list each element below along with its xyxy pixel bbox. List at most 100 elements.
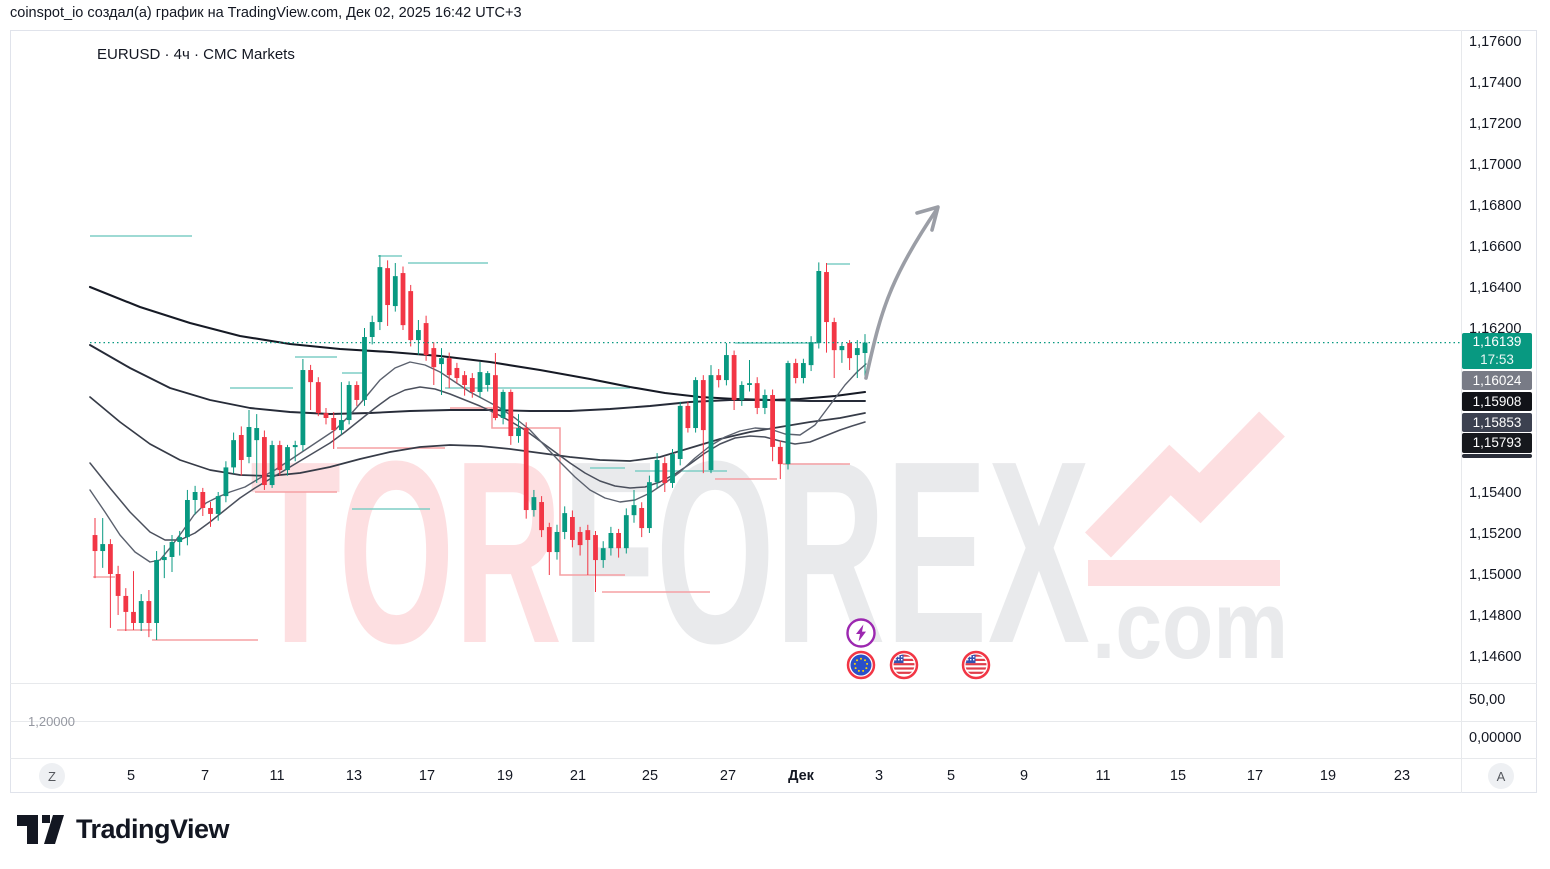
candle-body (739, 384, 745, 400)
candle-body (331, 417, 337, 431)
candle-body (623, 515, 629, 549)
candle-body (277, 445, 283, 471)
candle-body (670, 454, 675, 483)
candlestick-series (92, 255, 868, 641)
candle-body (523, 428, 529, 511)
candle-body (654, 460, 660, 483)
time-axis-tick: 3 (874, 768, 884, 784)
candle-body (639, 507, 645, 529)
candle-body (770, 395, 775, 447)
tradingview-logo-icon (17, 814, 64, 844)
candle-body (315, 382, 321, 414)
time-axis-tick: 9 (1019, 768, 1029, 784)
indicator-left-value: 1,20000 (28, 714, 75, 729)
candle-body (662, 463, 668, 483)
price-axis-tick: 1,15000 (1469, 567, 1522, 583)
candle-body (154, 560, 159, 623)
candle-body (716, 375, 722, 381)
panel-separator-1[interactable] (10, 683, 1537, 684)
candle-body (562, 513, 568, 532)
time-axis-separator (10, 758, 1537, 759)
candle-body (831, 322, 837, 351)
candle-body (754, 383, 760, 408)
candle-body (570, 517, 575, 540)
time-axis-tick: 17 (418, 768, 436, 784)
badge-price: 1,15908 (1472, 394, 1522, 409)
candle-body (177, 537, 183, 543)
candle-body (169, 542, 175, 557)
price-axis-tick: 1,17000 (1469, 157, 1522, 173)
ma-100-line (89, 344, 866, 415)
price-axis-tick: 1,15400 (1469, 485, 1522, 501)
candle-body (546, 527, 552, 553)
time-axis-tick: 19 (1319, 768, 1337, 784)
time-axis-tick: 5 (126, 768, 136, 784)
candle-body (708, 375, 714, 471)
candle-body (215, 496, 221, 514)
time-axis-button-z[interactable]: Z (39, 763, 65, 789)
candle-body (493, 375, 498, 418)
candle-body (685, 405, 691, 429)
eu-flag-icon[interactable] (846, 650, 876, 680)
candle-body (785, 363, 791, 465)
candle-body (192, 492, 198, 500)
candle-body (108, 544, 113, 574)
ma-value-badge: 1,15908 (1462, 392, 1532, 411)
price-axis-tick: 1,16600 (1469, 239, 1522, 255)
candle-body (462, 375, 467, 385)
candle-body (208, 507, 213, 514)
lightning-icon[interactable] (846, 618, 876, 648)
candle-body (554, 531, 560, 553)
candle-body (400, 273, 406, 326)
time-axis-tick: Дек (788, 768, 814, 784)
candle-body (354, 384, 360, 400)
a-button-label: A (1496, 768, 1506, 784)
candle-body (508, 391, 514, 437)
time-axis-tick: 19 (496, 768, 514, 784)
watermark-text-com: .com (1092, 572, 1288, 679)
candle-body (254, 428, 260, 441)
candle-body (808, 342, 814, 366)
candle-body (339, 420, 344, 431)
candle-body (300, 370, 306, 446)
candle-body (408, 291, 414, 341)
us-flag-icon[interactable] (889, 650, 919, 680)
candle-body (631, 505, 637, 516)
tradingview-logo[interactable]: TradingView (17, 814, 230, 845)
candle-body (138, 601, 144, 623)
panel-separator-2[interactable] (10, 721, 1537, 722)
time-axis-tick: 11 (1095, 768, 1111, 784)
candle-body (123, 595, 129, 612)
attribution: coinspot_io создал(а) график на TradingV… (10, 5, 522, 21)
tradingview-logo-text: TradingView (76, 814, 230, 844)
projection-arrow-head (915, 205, 940, 232)
candle-body (231, 440, 236, 468)
candle-body (862, 342, 868, 354)
us-flag-icon[interactable] (961, 650, 991, 680)
time-axis-tick: 27 (719, 768, 737, 784)
badge-price: 1,16024 (1472, 373, 1522, 388)
projection-arrow (864, 205, 940, 380)
candle-body (593, 535, 598, 561)
candle-body (801, 363, 806, 379)
candle-body (747, 383, 752, 385)
candle-body (816, 271, 822, 343)
watermark: TOR FOREX .com (250, 408, 1288, 698)
time-axis-button-a[interactable]: A (1488, 763, 1514, 789)
candle-body (100, 544, 106, 552)
event-icons[interactable] (846, 618, 991, 680)
candle-body (847, 342, 852, 359)
badge-price: 1,15793 (1472, 435, 1522, 450)
ma-value-badge: 1,15793 (1462, 433, 1532, 453)
candle-body (854, 348, 860, 356)
candle-body (377, 267, 383, 323)
candle-body (146, 601, 152, 623)
time-axis-tick: 15 (1169, 768, 1187, 784)
candle-body (423, 323, 429, 356)
candle-body (346, 384, 352, 421)
candle-body (477, 372, 483, 392)
price-axis-tick: 1,16800 (1469, 198, 1522, 214)
ma-50-line (89, 396, 866, 477)
